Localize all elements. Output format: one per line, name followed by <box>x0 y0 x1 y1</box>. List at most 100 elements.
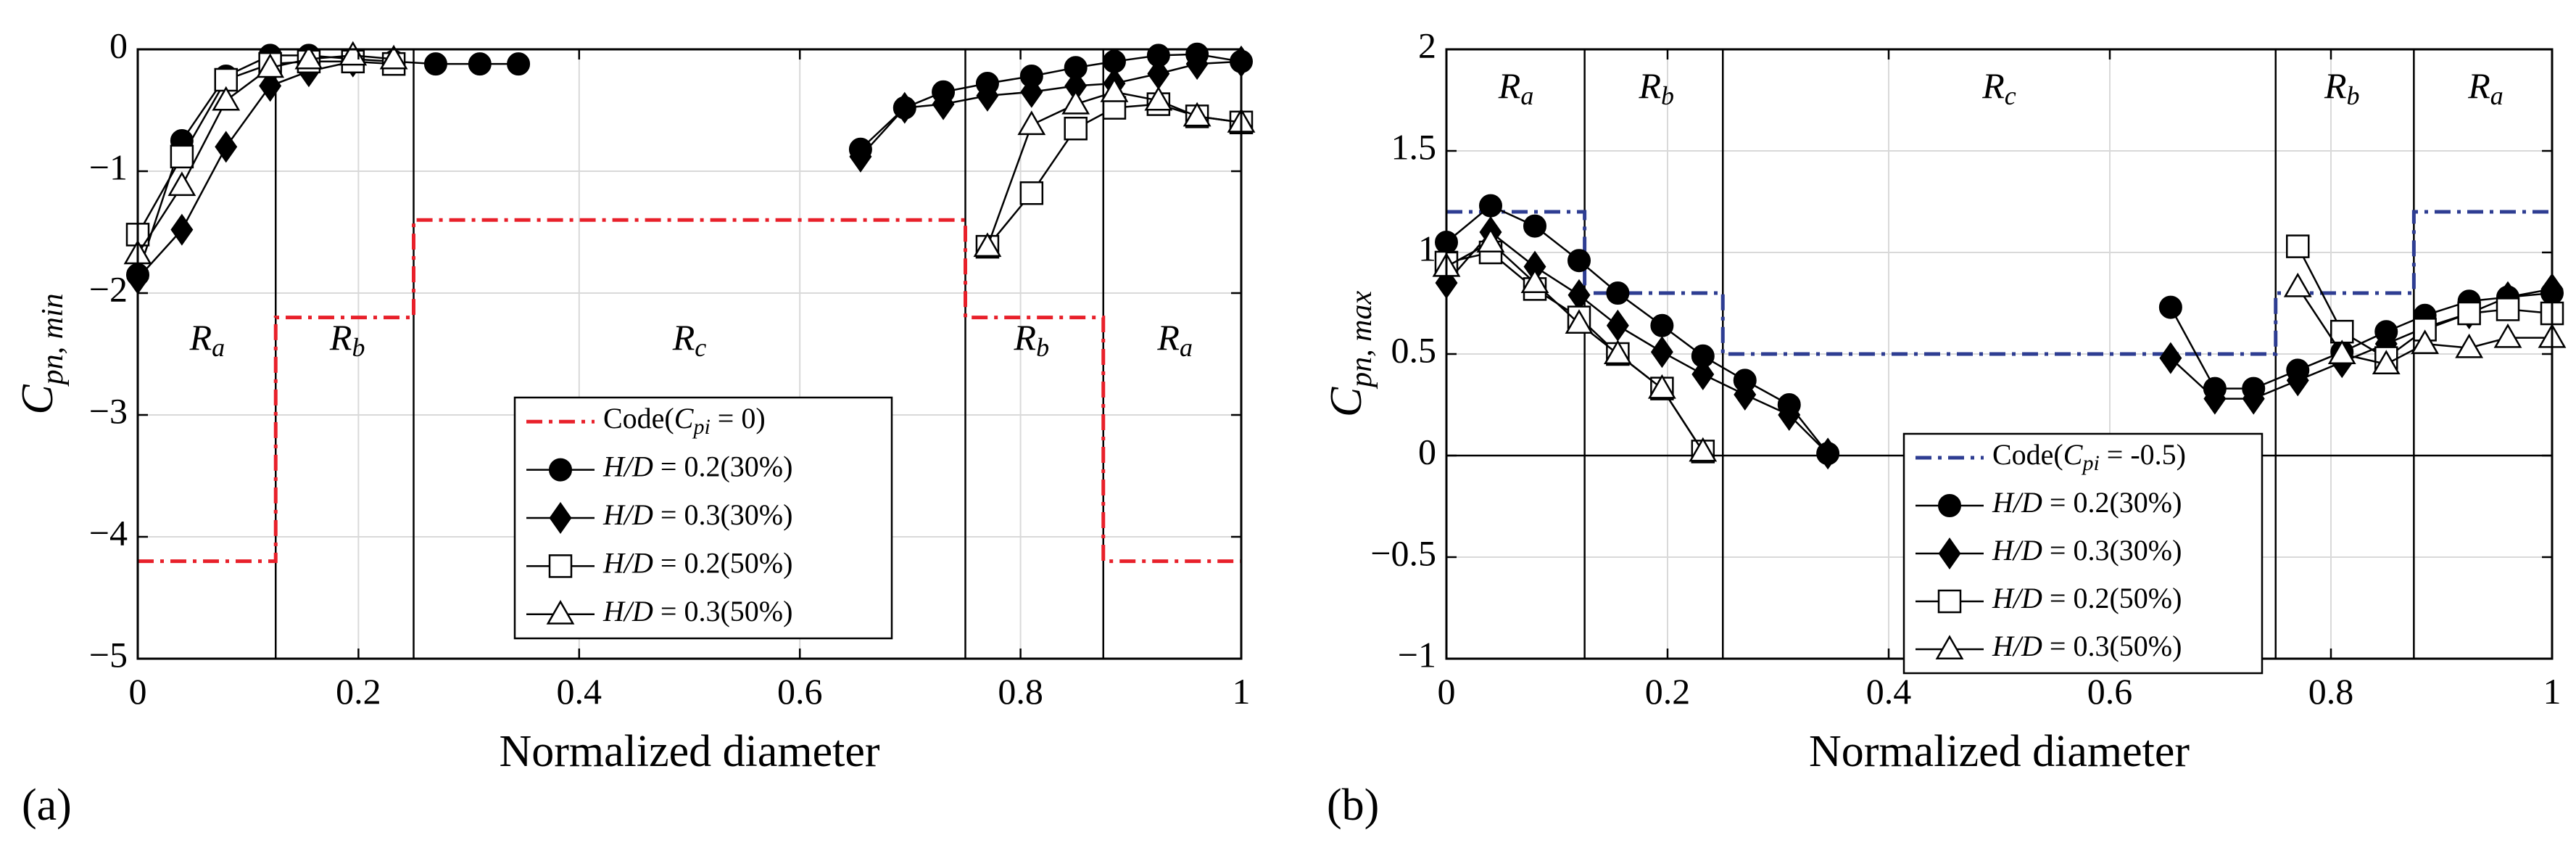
data-point <box>1479 194 1502 218</box>
y-tick-label: −2 <box>89 268 128 309</box>
region-label-sub: c <box>2005 81 2016 110</box>
series-line <box>859 60 1242 157</box>
legend-label: H/D = 0.2(50%) <box>602 547 792 580</box>
legend-label: H/D = 0.3(30%) <box>602 498 792 531</box>
y-axis-label: Cpn, max <box>1322 290 1378 417</box>
y-axis-label: Cpn, min <box>13 293 70 414</box>
data-point <box>2411 329 2440 354</box>
legend-label-part: H/D <box>1992 582 2042 614</box>
x-tick-label: 0.6 <box>2087 671 2133 712</box>
legend-label: Code(Cpi = 0) <box>603 402 766 439</box>
legend-swatch-marker <box>549 502 572 534</box>
region-label: Ra <box>1156 318 1193 363</box>
x-tick-label: 0.6 <box>777 671 823 712</box>
y-tick-label: 0.5 <box>1391 329 1437 370</box>
data-point <box>423 52 447 76</box>
legend-label-part: H/D <box>602 547 653 580</box>
region-label-main: R <box>672 318 695 358</box>
data-point <box>893 91 916 124</box>
data-point <box>849 140 872 173</box>
legend-label-part: = 0.3(50%) <box>653 595 793 627</box>
legend-label-part: pi <box>2081 451 2099 475</box>
data-point <box>2286 234 2310 258</box>
region-label-sub: b <box>352 333 365 362</box>
data-point <box>1019 181 1044 205</box>
data-point <box>256 53 285 78</box>
data-point <box>2159 342 2182 374</box>
x-tick-label: 0.8 <box>2308 671 2354 712</box>
region-label-sub: b <box>1661 81 1674 110</box>
panel-label: (b) <box>1327 781 1379 830</box>
legend-label-part: = -0.5) <box>2100 438 2186 471</box>
data-point <box>2493 323 2522 348</box>
y-tick-label: −1 <box>89 147 128 187</box>
data-point <box>259 70 282 102</box>
legend-label-part: pi <box>692 415 710 439</box>
region-label-main: R <box>1014 318 1037 358</box>
data-point <box>1017 110 1046 136</box>
legend-label-part: Code( <box>603 402 674 435</box>
data-point <box>1734 379 1757 411</box>
legend: Code(Cpi = -0.5)H/D = 0.2(30%)H/D = 0.3(… <box>1902 432 2264 675</box>
region-label-main: R <box>2467 65 2490 106</box>
legend-label: Code(Cpi = -0.5) <box>1992 438 2186 475</box>
legend-label-part: C <box>674 402 695 435</box>
x-tick-label: 1 <box>1233 671 1251 712</box>
legend-label: H/D = 0.2(50%) <box>1992 582 2182 614</box>
region-label-main: R <box>189 318 212 358</box>
data-point <box>1647 374 1676 399</box>
data-point <box>1603 339 1632 364</box>
data-point <box>2496 297 2520 321</box>
chart-panel-b: Ra Rb Rc Rb Ra0 0.2 0.4 0.6 0.8 1−1−0.500.511.52N… <box>1322 25 2567 830</box>
y-tick-label: −3 <box>89 390 128 431</box>
region-label: Ra <box>2467 65 2503 110</box>
chart-panel-a: Ra Rb Rc Rb Ra0 0.2 0.4 0.6 0.8 1−5−4−3−2−10Norma… <box>13 25 1256 830</box>
data-point <box>1144 86 1173 111</box>
legend-label-part: H/D <box>1992 534 2042 567</box>
legend-label: H/D = 0.3(50%) <box>602 595 792 627</box>
series-diamond-filled <box>126 45 1253 295</box>
panel-label: (a) <box>22 781 72 830</box>
x-tick-label: 0.4 <box>557 671 602 712</box>
data-point <box>1565 309 1594 334</box>
data-point <box>2286 364 2309 397</box>
x-tick-label: 0.8 <box>998 671 1043 712</box>
data-point <box>170 213 194 246</box>
code-line <box>138 218 1241 564</box>
region-label: Rb <box>1638 65 1674 110</box>
legend-label-part: = 0.2(50%) <box>653 547 793 580</box>
x-axis-label: Normalized diameter <box>1809 727 2190 776</box>
legend-label-part: Code( <box>1992 438 2063 471</box>
data-point <box>212 86 241 111</box>
region-label: Ra <box>1498 65 1534 110</box>
data-point <box>1523 214 1546 238</box>
data-point <box>170 144 194 169</box>
data-point <box>1064 116 1088 141</box>
legend-swatch-marker <box>548 554 573 578</box>
data-point <box>1020 75 1043 108</box>
legend-label: H/D = 0.3(50%) <box>1992 630 2182 662</box>
x-tick-label: 0 <box>129 671 147 712</box>
region-label: Rc <box>1981 65 2016 110</box>
data-point <box>294 44 323 70</box>
data-point <box>2242 382 2265 415</box>
region-label-main: R <box>1156 318 1180 358</box>
x-tick-label: 0.2 <box>336 671 381 712</box>
region-label: Rb <box>1014 318 1050 363</box>
legend-label-part: H/D <box>1992 486 2042 519</box>
region-label-sub: c <box>695 333 706 362</box>
region-label-sub: b <box>2347 81 2360 110</box>
series-triangle-open <box>123 41 1256 265</box>
legend-label-part: H/D <box>602 498 653 531</box>
data-point <box>2455 333 2484 358</box>
legend-swatch-marker <box>1935 635 1964 659</box>
data-point <box>167 171 196 197</box>
series-line <box>2170 288 2553 400</box>
data-point <box>1606 281 1630 305</box>
data-point <box>2327 339 2356 364</box>
legend-label-part: = 0.2(50%) <box>2042 582 2182 614</box>
legend-label-part: = 0.3(30%) <box>653 498 793 531</box>
y-tick-label: −1 <box>1398 634 1436 675</box>
